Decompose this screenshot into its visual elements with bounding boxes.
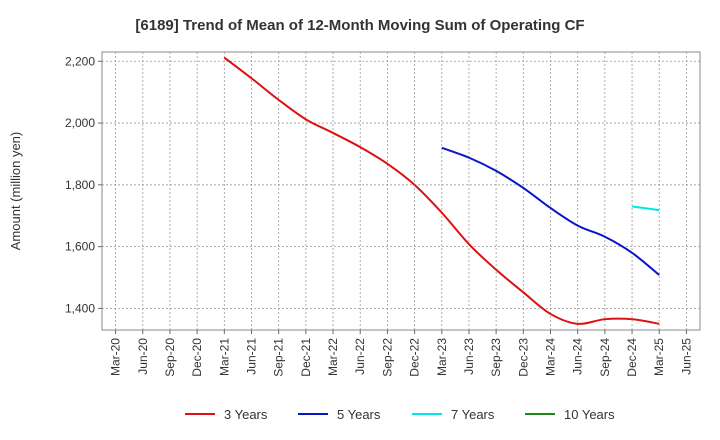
x-tick-label: Mar-24 [544, 338, 558, 376]
y-axis-label: Amount (million yen) [8, 132, 23, 251]
legend-label-10-years: 10 Years [564, 407, 615, 422]
series-lines [223, 56, 660, 325]
series-line-7-years [631, 205, 660, 212]
series-line-3-years [223, 56, 660, 325]
x-tick-label: Dec-23 [516, 338, 530, 377]
x-tick-label: Mar-25 [652, 338, 666, 376]
x-tick-label: Dec-21 [299, 338, 313, 377]
y-tick-label: 2,000 [65, 116, 95, 130]
x-tick-label: Jun-21 [245, 338, 259, 375]
chart-title: [6189] Trend of Mean of 12-Month Moving … [135, 17, 584, 34]
y-tick-label: 1,400 [65, 301, 95, 315]
x-tick-label: Mar-22 [326, 338, 340, 376]
series-line-5-years [441, 146, 660, 276]
x-tick-label: Sep-23 [489, 338, 503, 377]
y-tick-label: 2,200 [65, 54, 95, 68]
legend-label-3-years: 3 Years [224, 407, 268, 422]
x-tick-label: Dec-22 [408, 338, 422, 377]
x-tick-label: Sep-21 [272, 338, 286, 377]
x-tick-label: Dec-24 [625, 338, 639, 377]
x-axis: Mar-20 Jun-20 Sep-20 Dec-20 Mar-21 Jun-21 Sep-… [109, 330, 693, 377]
x-tick-label: Mar-21 [217, 338, 231, 376]
legend-label-7-years: 7 Years [451, 407, 495, 422]
y-tick-label: 1,800 [65, 178, 95, 192]
x-tick-label: Sep-24 [598, 338, 612, 377]
x-tick-label: Dec-20 [190, 338, 204, 377]
x-tick-label: Jun-23 [462, 338, 476, 375]
y-axis: 1,400 1,600 1,800 2,000 2,200 [65, 54, 102, 315]
legend-label-5-years: 5 Years [337, 407, 381, 422]
x-tick-label: Mar-23 [435, 338, 449, 376]
y-tick-label: 1,600 [65, 240, 95, 254]
x-tick-label: Jun-24 [571, 338, 585, 375]
x-tick-label: Sep-20 [163, 338, 177, 377]
x-tick-label: Jun-20 [136, 338, 150, 375]
x-tick-label: Jun-25 [679, 338, 693, 375]
legend: 3 Years 5 Years 7 Years 10 Years [185, 407, 615, 422]
x-tick-label: Jun-22 [353, 338, 367, 375]
plot-area [101, 51, 701, 331]
x-tick-label: Sep-22 [380, 338, 394, 377]
x-tick-label: Mar-20 [109, 338, 123, 376]
